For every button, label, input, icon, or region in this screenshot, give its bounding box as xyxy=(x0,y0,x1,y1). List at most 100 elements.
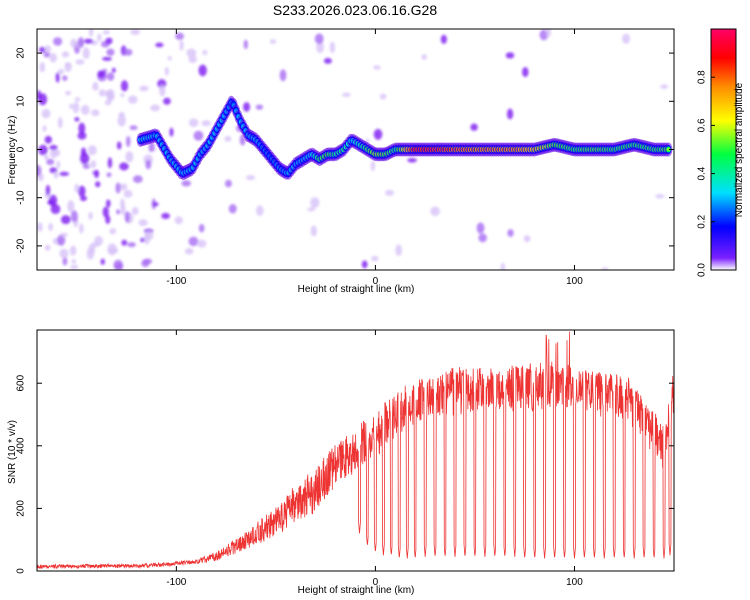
noise-speckle xyxy=(186,48,197,57)
noise-speckle xyxy=(46,158,55,166)
y-tick-label: 600 xyxy=(16,374,27,391)
noise-speckle xyxy=(77,131,87,140)
noise-speckle xyxy=(95,181,101,188)
noise-speckle xyxy=(70,264,79,270)
noise-speckle xyxy=(97,70,106,78)
spectrogram-y-ticks: -20 -10 0 10 20 xyxy=(16,47,674,253)
noise-speckle xyxy=(69,103,74,109)
noise-speckle xyxy=(175,32,184,40)
noise-speckle xyxy=(70,38,78,48)
colorbar-tick-label: 0.0 xyxy=(697,263,708,277)
noise-speckle xyxy=(45,184,51,196)
noise-speckle xyxy=(144,230,154,241)
noise-speckle xyxy=(478,233,487,243)
colorbar-tick-label: 0.4 xyxy=(697,166,708,180)
noise-speckle xyxy=(47,199,55,206)
noise-speckle xyxy=(310,225,317,237)
noise-speckle xyxy=(161,212,171,219)
noise-speckle xyxy=(125,135,131,148)
y-tick-label: 200 xyxy=(16,500,27,517)
noise-speckle xyxy=(106,48,115,56)
noise-speckle xyxy=(120,92,125,98)
noise-speckle xyxy=(102,206,109,218)
noise-speckle xyxy=(155,42,164,48)
noise-speckle xyxy=(115,209,121,215)
noise-speckle xyxy=(69,245,77,256)
noise-speckle xyxy=(65,90,72,96)
noise-speckle xyxy=(407,157,417,163)
noise-speckle xyxy=(90,160,97,169)
colorbar-ticks: 0.0 0.2 0.4 0.6 0.8 xyxy=(697,70,715,277)
noise-speckle xyxy=(198,223,205,233)
chart-title: S233.2026.023.06.16.G28 xyxy=(273,2,437,18)
noise-speckle xyxy=(245,175,256,181)
spectrogram-x-axis-label: Height of straight line (km) xyxy=(298,284,415,295)
noise-speckle xyxy=(140,237,145,243)
noise-speckle xyxy=(72,101,80,114)
snr-frame xyxy=(36,329,675,572)
noise-speckle xyxy=(109,228,117,235)
noise-speckle xyxy=(48,222,54,232)
noise-speckle xyxy=(59,248,69,259)
noise-speckle xyxy=(131,207,139,215)
noise-speckle xyxy=(141,259,150,268)
noise-speckle xyxy=(44,244,51,251)
colorbar: 0.0 0.2 0.4 0.6 0.8 Normalized spectral ampl… xyxy=(697,28,745,277)
x-tick-label: 0 xyxy=(373,577,379,588)
noise-speckle xyxy=(94,169,100,179)
noise-speckle xyxy=(107,243,118,256)
noise-speckle xyxy=(145,159,152,170)
noise-speckle xyxy=(159,84,166,97)
noise-speckle xyxy=(79,152,90,165)
noise-speckle xyxy=(139,85,149,92)
noise-speckle xyxy=(83,38,94,44)
colorbar-tick-label: 0.6 xyxy=(697,118,708,132)
noise-speckle xyxy=(270,39,277,44)
noise-speckle xyxy=(74,97,81,102)
noise-speckle xyxy=(507,229,514,237)
noise-speckle xyxy=(102,30,110,35)
noise-speckle xyxy=(169,127,174,137)
noise-speckle xyxy=(79,223,84,234)
noise-speckle xyxy=(91,242,101,247)
noise-speckle xyxy=(57,116,63,129)
noise-speckle xyxy=(64,62,72,72)
noise-speckle xyxy=(37,164,42,177)
snr-series-line xyxy=(37,331,674,570)
noise-speckle xyxy=(42,125,47,132)
noise-speckle xyxy=(111,67,116,73)
noise-speckle xyxy=(121,239,128,246)
noise-speckle xyxy=(57,68,65,75)
noise-speckle xyxy=(188,236,199,247)
noise-speckle xyxy=(123,48,133,56)
noise-speckle xyxy=(132,175,143,184)
noise-speckle xyxy=(622,33,631,44)
noise-speckle xyxy=(174,216,183,225)
noise-speckle xyxy=(115,182,121,194)
noise-speckle xyxy=(179,40,184,51)
ridge-peak xyxy=(666,147,671,152)
noise-speckle xyxy=(116,141,122,150)
noise-speckle xyxy=(62,257,68,266)
noise-speckle xyxy=(118,111,125,118)
noise-speckle xyxy=(379,93,387,100)
noise-speckle xyxy=(53,37,63,46)
noise-speckle xyxy=(188,118,199,128)
noise-speckle xyxy=(38,144,48,156)
noise-speckle xyxy=(71,259,77,264)
noise-speckle xyxy=(256,205,264,216)
colorbar-tick-label: 0.2 xyxy=(697,214,708,228)
noise-speckle xyxy=(106,89,115,102)
noise-speckle xyxy=(119,162,129,171)
noise-speckle xyxy=(224,179,232,188)
noise-speckle xyxy=(80,195,87,202)
noise-speckle xyxy=(506,108,514,120)
noise-speckle xyxy=(43,154,49,161)
noise-speckle xyxy=(421,54,427,60)
noise-speckle xyxy=(114,263,124,270)
noise-speckle xyxy=(198,64,207,77)
noise-speckle xyxy=(152,202,159,207)
noise-speckle xyxy=(49,145,58,151)
noise-speckle xyxy=(601,267,609,270)
